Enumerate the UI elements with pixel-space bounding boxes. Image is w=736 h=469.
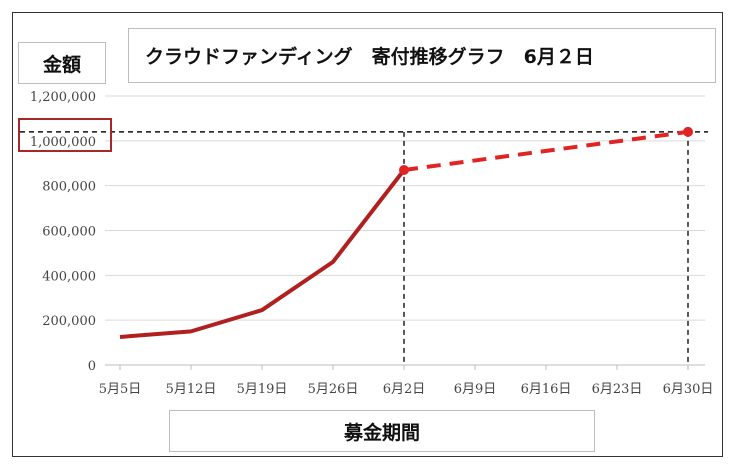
x-tick-label: 6月2日: [383, 382, 426, 397]
y-tick-label: 400,000: [42, 269, 96, 284]
data-point-marker: [399, 164, 409, 175]
x-axis-title: 募金期間: [169, 410, 595, 452]
y-tick-label: 1,000,000: [30, 135, 96, 150]
x-tick-label: 5月19日: [237, 382, 288, 397]
x-tick-label: 5月12日: [166, 382, 217, 397]
series-line-dashed: [403, 129, 689, 172]
y-axis-title: 金額: [18, 42, 106, 84]
y-tick-label: 0: [88, 359, 96, 374]
x-tick-label: 6月9日: [454, 382, 497, 397]
x-tick-label: 6月23日: [592, 382, 643, 397]
x-tick-label: 6月30日: [663, 382, 714, 397]
data-point-marker: [683, 126, 693, 137]
y-tick-label: 200,000: [42, 314, 96, 329]
chart-frame: [12, 12, 723, 457]
chart-title: クラウドファンディング 寄付推移グラフ 6月２日: [128, 28, 716, 83]
x-tick-label: 6月16日: [521, 382, 572, 397]
series-line-solid: [119, 168, 406, 339]
highlighted-y-tick-box: [18, 118, 112, 152]
y-tick-label: 1,200,000: [30, 90, 96, 105]
x-tick-label: 5月5日: [99, 382, 142, 397]
y-tick-label: 600,000: [42, 225, 96, 240]
x-tick-label: 5月26日: [308, 382, 359, 397]
y-tick-label: 800,000: [42, 180, 96, 195]
